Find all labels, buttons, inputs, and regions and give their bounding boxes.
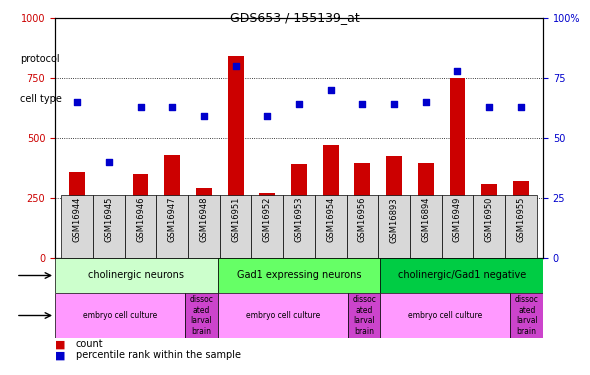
Text: cholinergic/Gad1 negative: cholinergic/Gad1 negative [398, 270, 526, 280]
Bar [283, 195, 315, 258]
Bar [220, 195, 251, 258]
Bar [418, 163, 434, 258]
Text: cell type: cell type [20, 94, 62, 105]
Text: dissoc
ated
larval
brain: dissoc ated larval brain [189, 296, 214, 336]
Bar [441, 195, 473, 258]
Bar [410, 195, 441, 258]
Text: count: count [76, 339, 103, 349]
Bar [61, 195, 93, 258]
Bar [188, 195, 220, 258]
Point [104, 159, 114, 165]
Text: ■: ■ [55, 339, 65, 349]
Bar [386, 156, 402, 258]
Point [73, 99, 82, 105]
Bar [381, 258, 543, 293]
Text: GSM16954: GSM16954 [326, 197, 335, 242]
Bar [450, 78, 466, 258]
Bar [348, 293, 381, 338]
Point [326, 87, 335, 93]
Bar [355, 163, 371, 258]
Text: GSM16948: GSM16948 [199, 197, 208, 242]
Bar [473, 195, 505, 258]
Text: GSM16953: GSM16953 [294, 197, 303, 242]
Text: GSM16952: GSM16952 [263, 197, 272, 242]
Text: GSM16956: GSM16956 [358, 197, 367, 242]
Text: GDS653 / 155139_at: GDS653 / 155139_at [230, 11, 360, 24]
Text: Gad1 expressing neurons: Gad1 expressing neurons [237, 270, 361, 280]
Text: embryo cell culture: embryo cell culture [83, 311, 157, 320]
Point [484, 104, 494, 110]
Text: GSM16947: GSM16947 [168, 197, 177, 242]
Text: GSM16949: GSM16949 [453, 197, 462, 242]
Bar [101, 220, 117, 258]
Bar [513, 181, 529, 258]
Bar [55, 293, 185, 338]
Point [358, 101, 367, 107]
Bar [133, 174, 149, 258]
Text: GSM16950: GSM16950 [484, 197, 494, 242]
Point [199, 113, 209, 119]
Text: ■: ■ [55, 351, 65, 360]
Text: GSM16945: GSM16945 [104, 197, 113, 242]
Bar [481, 184, 497, 258]
Point [421, 99, 431, 105]
Text: cholinergic neurons: cholinergic neurons [88, 270, 184, 280]
Bar [510, 293, 543, 338]
Text: embryo cell culture: embryo cell culture [408, 311, 483, 320]
Point [136, 104, 145, 110]
Bar [228, 56, 244, 258]
Point [294, 101, 304, 107]
Text: GSM16894: GSM16894 [421, 197, 430, 242]
Text: GSM16955: GSM16955 [516, 197, 525, 242]
Text: GSM16944: GSM16944 [73, 197, 81, 242]
Bar [156, 195, 188, 258]
Bar [218, 258, 381, 293]
Point [516, 104, 526, 110]
Bar [346, 195, 378, 258]
Bar [251, 195, 283, 258]
Bar [378, 195, 410, 258]
Point [231, 63, 240, 69]
Text: GSM16946: GSM16946 [136, 197, 145, 242]
Point [263, 113, 272, 119]
Text: GSM16951: GSM16951 [231, 197, 240, 242]
Bar [323, 145, 339, 258]
Text: embryo cell culture: embryo cell culture [245, 311, 320, 320]
Bar [218, 293, 348, 338]
Text: percentile rank within the sample: percentile rank within the sample [76, 351, 241, 360]
Text: GSM16893: GSM16893 [389, 197, 399, 243]
Bar [381, 293, 510, 338]
Bar [260, 193, 275, 258]
Bar [185, 293, 218, 338]
Bar [196, 188, 212, 258]
Bar [315, 195, 346, 258]
Bar [69, 172, 85, 258]
Text: dissoc
ated
larval
brain: dissoc ated larval brain [515, 296, 539, 336]
Bar [124, 195, 156, 258]
Text: protocol: protocol [20, 54, 60, 64]
Bar [505, 195, 537, 258]
Bar [55, 258, 218, 293]
Point [453, 68, 462, 74]
Point [389, 101, 399, 107]
Text: dissoc
ated
larval
brain: dissoc ated larval brain [352, 296, 376, 336]
Bar [291, 164, 307, 258]
Point [168, 104, 177, 110]
Bar [165, 155, 180, 258]
Bar [93, 195, 124, 258]
